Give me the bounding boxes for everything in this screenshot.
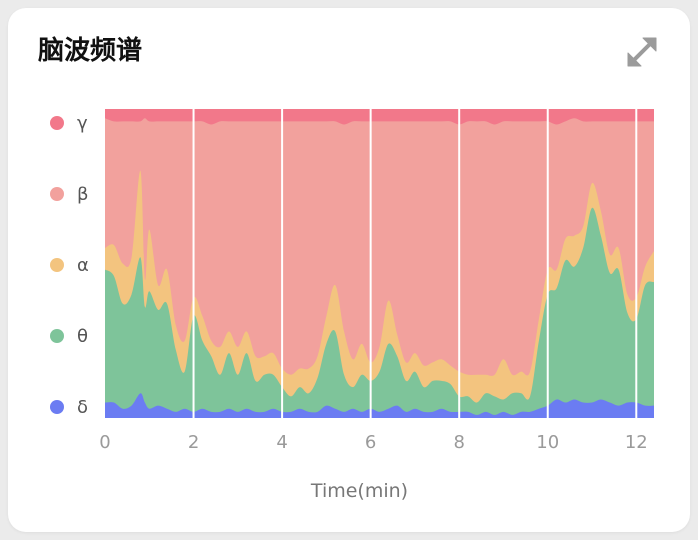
legend-label: γ bbox=[77, 112, 88, 134]
area-series-1 bbox=[105, 207, 654, 418]
x-tick-label-12: 12 bbox=[625, 432, 648, 453]
brainwave-stacked-area-chart: 0 2 4 6 8 10 12 Time(min) bbox=[99, 109, 654, 502]
legend-dot bbox=[50, 116, 64, 130]
legend-item-1[interactable]: β bbox=[50, 182, 89, 206]
brainwave-spectrum-card: 脑波频谱 γ β α θ δ 0 2 4 6 8 10 12 Time(min) bbox=[8, 8, 690, 532]
legend-dot bbox=[50, 258, 64, 272]
x-tick-label-2: 2 bbox=[188, 432, 199, 453]
x-tick-label-6: 6 bbox=[365, 432, 376, 453]
expand-button[interactable] bbox=[622, 32, 662, 72]
x-tick-label-0: 0 bbox=[99, 432, 110, 453]
area-series-0 bbox=[105, 393, 654, 418]
card-title: 脑波频谱 bbox=[38, 36, 143, 66]
x-axis-title: Time(min) bbox=[310, 480, 408, 502]
chart-legend: γ β α θ δ bbox=[8, 8, 108, 532]
legend-label: δ bbox=[77, 396, 89, 418]
legend-dot bbox=[50, 329, 64, 343]
legend-item-4[interactable]: δ bbox=[50, 395, 88, 419]
legend-label: β bbox=[77, 183, 89, 205]
x-tick-label-4: 4 bbox=[276, 432, 287, 453]
area-series-2 bbox=[105, 170, 654, 418]
legend-dot bbox=[50, 187, 64, 201]
x-tick-label-10: 10 bbox=[536, 432, 559, 453]
legend-label: θ bbox=[77, 325, 89, 347]
legend-dot bbox=[50, 400, 64, 414]
legend-item-3[interactable]: θ bbox=[50, 324, 88, 348]
legend-label: α bbox=[77, 254, 89, 276]
legend-item-0[interactable]: γ bbox=[50, 111, 88, 135]
legend-item-2[interactable]: α bbox=[50, 253, 89, 277]
x-tick-label-8: 8 bbox=[453, 432, 464, 453]
expand-arrows-icon bbox=[627, 37, 657, 67]
